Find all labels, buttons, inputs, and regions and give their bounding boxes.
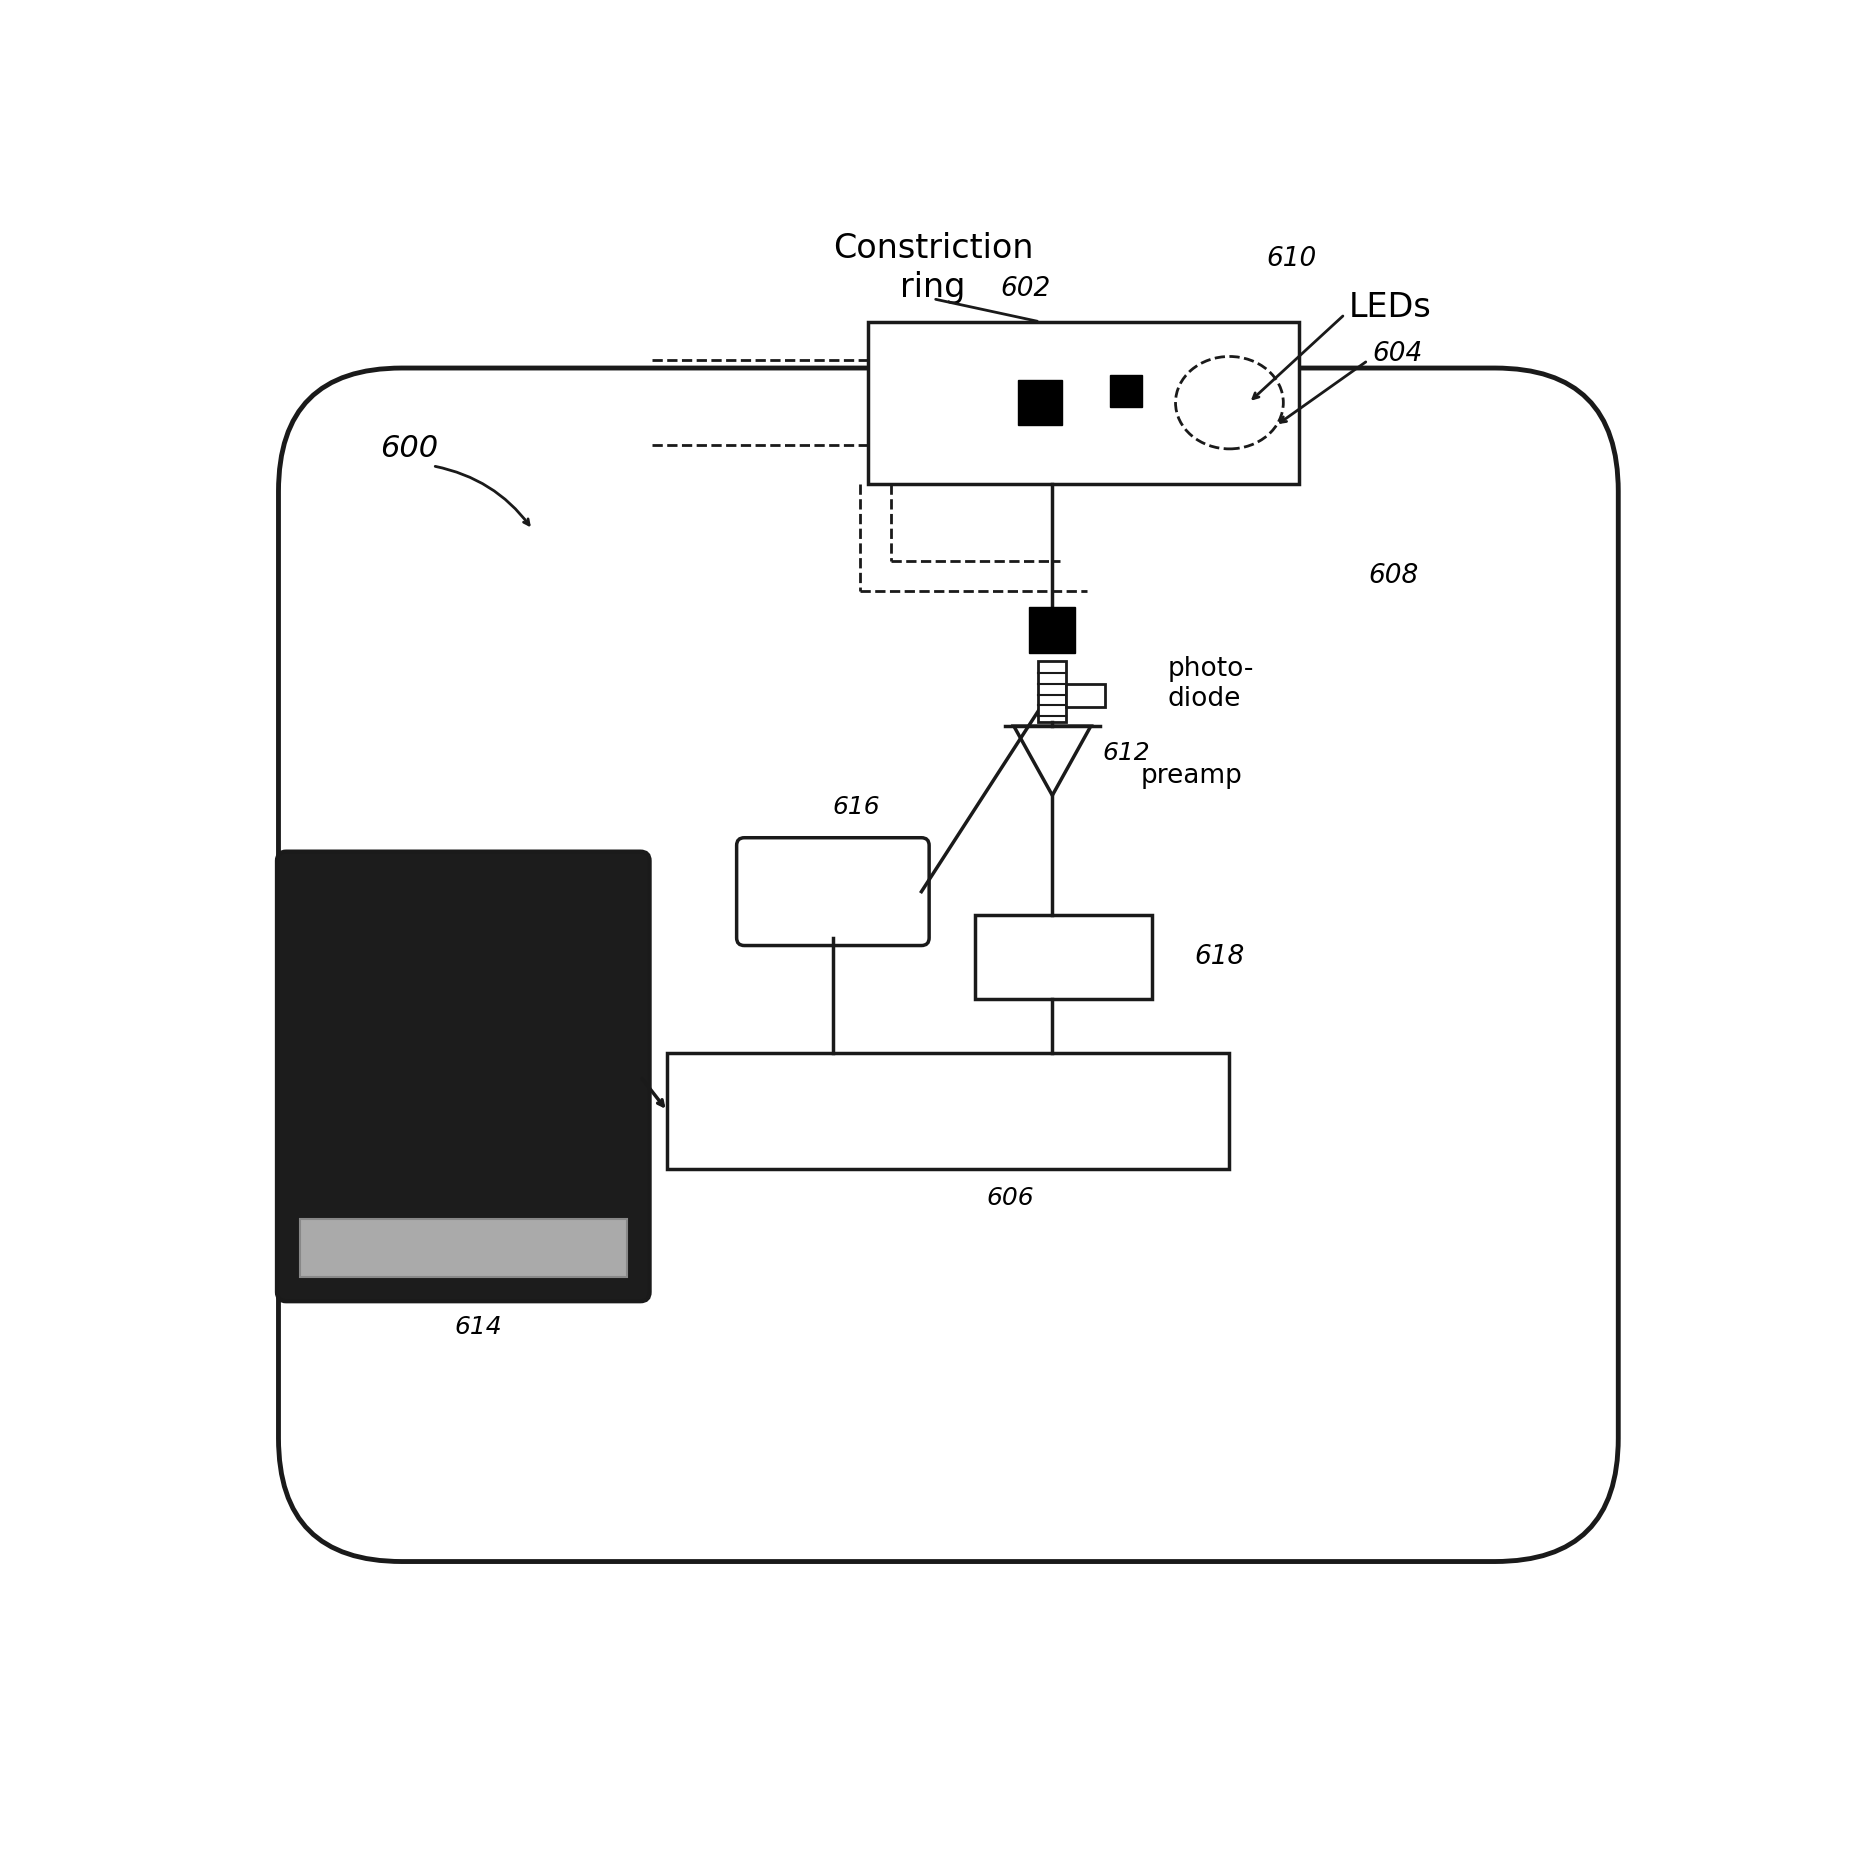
Bar <box>976 915 1152 999</box>
Bar <box>667 1053 1230 1169</box>
Bar <box>1039 661 1067 723</box>
FancyBboxPatch shape <box>278 851 650 1301</box>
Bar <box>1030 607 1076 653</box>
Text: 616: 616 <box>832 795 880 820</box>
FancyBboxPatch shape <box>737 838 930 945</box>
Text: photo-
diode: photo- diode <box>1169 655 1254 711</box>
Text: 45: 45 <box>278 932 587 1144</box>
Bar <box>1067 683 1104 708</box>
Text: 610: 610 <box>1267 246 1317 273</box>
Text: Microprocessor: Microprocessor <box>802 1092 1095 1130</box>
Text: 602: 602 <box>1000 276 1050 302</box>
Text: 614: 614 <box>456 1314 502 1339</box>
Text: 608: 608 <box>1369 564 1419 588</box>
Text: LEDs: LEDs <box>1348 291 1432 325</box>
Text: 618: 618 <box>1195 945 1245 971</box>
Text: Constriction
ring: Constriction ring <box>833 232 1033 304</box>
Text: Hematocrit: Hematocrit <box>372 896 556 926</box>
Text: Rotary
solenoid: Rotary solenoid <box>778 864 889 920</box>
Bar <box>1109 375 1143 407</box>
Text: 604: 604 <box>1372 342 1422 368</box>
Bar <box>867 321 1298 484</box>
Text: A/D
converter: A/D converter <box>1000 930 1128 986</box>
Text: 612: 612 <box>1102 741 1150 765</box>
Text: 600: 600 <box>380 435 439 463</box>
Text: 606: 606 <box>985 1186 1033 1210</box>
Text: %: % <box>526 965 593 1032</box>
Text: Hb-T  15 g/dl: Hb-T 15 g/dl <box>344 1234 583 1262</box>
Bar <box>300 1219 626 1277</box>
Bar <box>1019 381 1063 426</box>
Text: preamp: preamp <box>1141 764 1243 790</box>
